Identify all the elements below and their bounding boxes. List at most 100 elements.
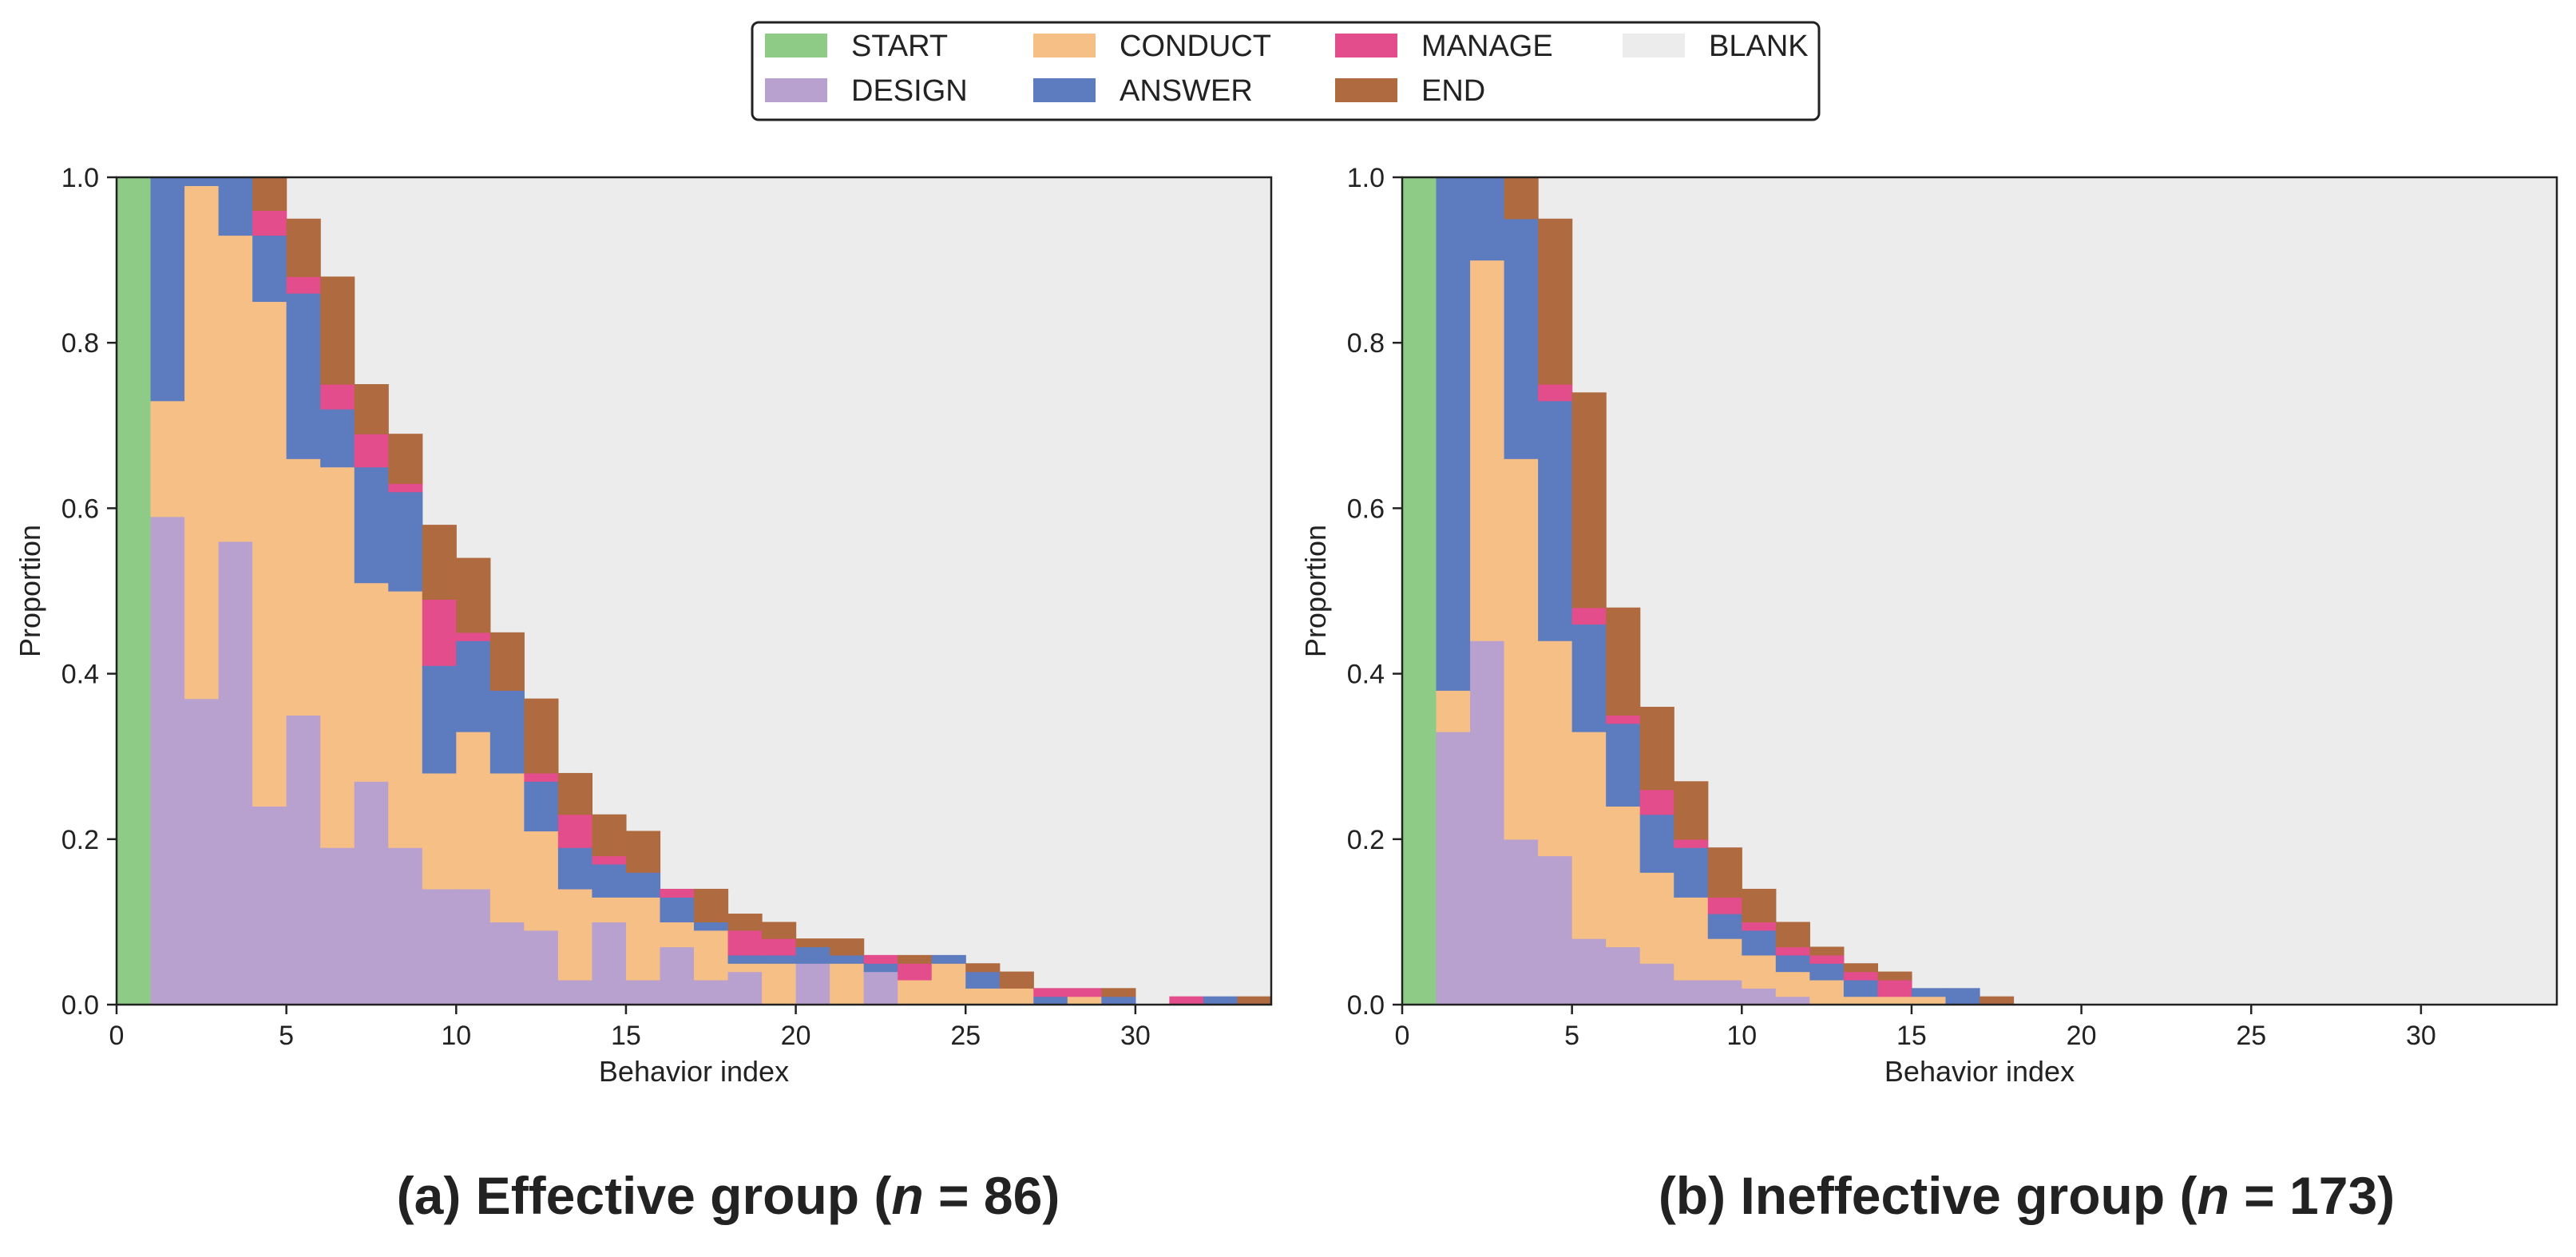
segment-answer-x2 [184, 177, 220, 186]
y-tick-label: 0.4 [1347, 660, 1385, 690]
segment-end-x12 [1809, 946, 1845, 956]
segment-answer-x20 [795, 946, 830, 964]
segment-manage-x7 [354, 434, 389, 468]
segment-answer-x6 [1606, 723, 1641, 807]
x-tick-label: 15 [611, 1021, 641, 1051]
segment-conduct-x4 [1538, 640, 1573, 857]
legend-label-design: DESIGN [851, 74, 968, 108]
panel-caption: (a) Effective group (n = 86) [397, 1166, 1060, 1225]
segment-design-x5 [1571, 938, 1607, 1005]
y-tick-label: 0.0 [61, 990, 99, 1021]
segment-manage-x6 [1606, 715, 1641, 724]
segment-answer-x17 [694, 922, 729, 931]
segment-end-x9 [1707, 847, 1742, 898]
segment-design-x2 [1470, 640, 1505, 1005]
segment-end-x13 [1843, 963, 1879, 973]
segment-answer-x27 [1033, 996, 1068, 1005]
segment-manage-x28 [1067, 988, 1102, 997]
caption-suffix: = 86) [924, 1166, 1060, 1225]
segment-design-x3 [1504, 839, 1539, 1005]
segment-design-x9 [422, 888, 457, 1005]
segment-design-x9 [1707, 979, 1742, 1005]
segment-conduct-x13 [557, 888, 593, 981]
segment-conduct-x21 [830, 963, 865, 1005]
segment-design-x10 [1742, 988, 1777, 1005]
legend-swatch-answer [1033, 78, 1096, 102]
y-tick-label: 0.8 [1347, 328, 1385, 359]
segment-end-x23 [898, 954, 933, 964]
segment-conduct-x15 [625, 897, 661, 981]
segment-answer-x22 [863, 963, 898, 973]
segment-answer-x8 [1674, 847, 1709, 898]
segment-manage-x9 [422, 599, 457, 666]
segment-conduct-x23 [898, 979, 933, 1005]
segment-end-x6 [320, 276, 355, 385]
legend-label-blank: BLANK [1709, 30, 1809, 63]
x-tick-label: 10 [1726, 1021, 1757, 1051]
x-axis-label: Behavior index [1884, 1055, 2075, 1088]
y-tick-label: 0.6 [1347, 494, 1385, 524]
segment-conduct-x1 [150, 400, 185, 517]
segment-end-x3 [1504, 177, 1539, 220]
segment-end-x11 [489, 632, 525, 691]
segment-conduct-x12 [524, 831, 559, 931]
segment-end-x13 [557, 772, 593, 815]
segment-conduct-x9 [1707, 938, 1742, 981]
segment-conduct-x16 [660, 922, 695, 948]
segment-conduct-x5 [1571, 732, 1607, 939]
segment-conduct-x14 [1877, 996, 1912, 1005]
segment-conduct-x11 [1775, 971, 1810, 997]
panel-effective-group: 0 5 10 15 20 25 30 0.0 0.2 0.4 0.6 0.8 1.0 Behavior i… [14, 163, 1273, 1225]
x-axis-label: Behavior index [599, 1055, 789, 1088]
segment-design-x5 [286, 715, 321, 1005]
caption-n-symbol: n [2198, 1166, 2229, 1225]
x-tick-label: 10 [441, 1021, 471, 1051]
segment-conduct-x6 [320, 466, 355, 848]
segment-conduct-x14 [592, 897, 627, 922]
segment-manage-x14 [592, 855, 627, 865]
segment-answer-x5 [286, 293, 321, 459]
segment-manage-x18 [727, 930, 763, 956]
segment-answer-x10 [1742, 930, 1777, 956]
segment-manage-x13 [557, 814, 593, 848]
y-tick-label: 0.2 [61, 825, 99, 855]
segment-manage-x10 [456, 632, 491, 641]
segment-design-x4 [252, 806, 287, 1005]
segment-answer-x32 [1203, 996, 1238, 1005]
x-tick-label: 25 [950, 1021, 981, 1051]
segment-end-x12 [524, 698, 559, 774]
legend-frame [751, 21, 1821, 121]
axes-frame [115, 176, 1273, 1006]
segment-manage-x6 [320, 384, 355, 410]
caption-prefix: (a) Effective group ( [397, 1166, 892, 1225]
segment-answer-x19 [762, 954, 797, 964]
segment-conduct-x8 [388, 591, 423, 848]
segment-conduct-x8 [1674, 897, 1709, 981]
segment-answer-x1 [1436, 177, 1471, 691]
segment-conduct-x12 [1809, 979, 1845, 1005]
legend-label-end: END [1421, 74, 1485, 108]
segment-answer-x13 [1843, 979, 1879, 997]
segment-end-x4 [1538, 218, 1573, 385]
segment-answer-x29 [1101, 996, 1136, 1005]
legend-swatch-design [765, 78, 827, 102]
segment-end-x7 [354, 384, 389, 434]
legend-swatch-manage [1335, 34, 1397, 57]
segment-manage-x8 [388, 483, 423, 493]
segment-design-x1 [1436, 732, 1471, 1005]
segment-answer-x21 [830, 954, 865, 964]
segment-manage-x22 [863, 954, 898, 964]
segment-design-x7 [1639, 963, 1674, 1005]
segment-end-x33 [1237, 996, 1272, 1005]
segment-conduct-x11 [489, 772, 525, 922]
segment-design-x4 [1538, 855, 1573, 1005]
segment-design-x11 [1775, 996, 1810, 1005]
legend-swatch-end [1335, 78, 1397, 102]
segment-answer-x14 [592, 863, 627, 898]
segment-design-x3 [218, 541, 253, 1005]
segment-manage-x16 [660, 888, 695, 898]
segment-manage-x27 [1033, 988, 1068, 997]
segment-design-x8 [388, 847, 423, 1005]
segment-manage-x12 [524, 772, 559, 782]
caption-suffix: = 173) [2229, 1166, 2395, 1225]
